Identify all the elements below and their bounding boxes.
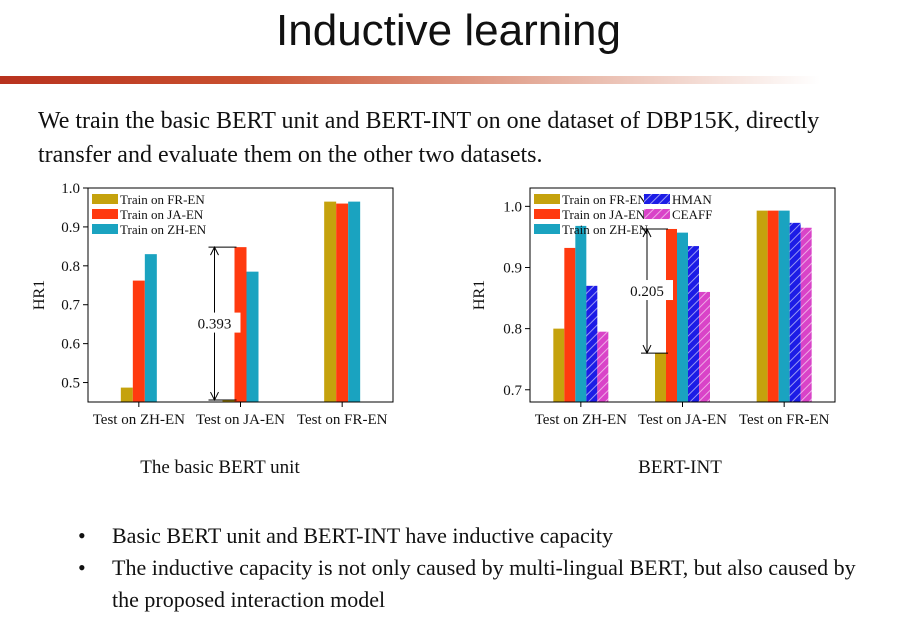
legend-label: HMAN [672,192,712,207]
y-tick-label: 0.9 [503,260,522,276]
bar [144,254,157,402]
chart-basic-bert: 0.5 0.6 0.7 0.8 0.9 1.0 Test on ZH-EN Test on J… [31,181,394,428]
legend-label: CEAFF [672,207,712,222]
title-rule [0,76,820,84]
bar [575,225,587,402]
annotation-arrow [210,246,219,256]
y-tick-label: 1.0 [503,199,522,215]
legend-swatch [644,209,670,219]
y-tick-label: 0.9 [61,220,80,236]
bullet-dot: • [78,523,86,548]
caption-basic-bert: The basic BERT unit [140,457,300,478]
bar [222,400,235,402]
bullet-list: • Basic BERT unit and BERT-INT have indu… [78,520,868,616]
y-axis-label: HR1 [471,280,488,310]
caption-bert-int: BERT-INT [638,457,722,478]
bar [789,222,801,402]
legend-swatch [92,194,118,204]
bar [597,331,609,402]
bar [586,285,598,402]
y-tick-label: 0.8 [503,322,522,338]
bar [324,201,337,402]
bar [553,328,565,402]
legend-label: Train on JA-EN [120,207,204,222]
bar [666,228,677,402]
x-tick-label: Test on JA-EN [196,412,285,428]
bullet-item: • The inductive capacity is not only cau… [78,552,868,616]
y-tick-label: 0.6 [61,337,80,353]
legend-label: Train on ZH-EN [562,222,649,237]
x-tick-label: Test on ZH-EN [535,412,627,428]
bullet-item: • Basic BERT unit and BERT-INT have indu… [78,520,868,552]
bar [655,353,666,402]
x-tick-label: Test on JA-EN [638,412,727,428]
bar [120,387,133,402]
annotation-arrow [210,391,219,402]
y-tick-label: 0.5 [61,376,80,392]
intro-text: We train the basic BERT unit and BERT-IN… [38,108,820,168]
x-tick-label: Test on FR-EN [297,412,388,428]
y-axis-label: HR1 [31,280,48,310]
legend-label: Train on FR-EN [562,192,647,207]
chart-bert-int: 0.7 0.8 0.9 1.0 Test on ZH-EN Test on JA-EN Te… [471,187,836,428]
legend-label: Train on FR-EN [120,192,205,207]
bar [348,201,361,402]
x-tick-label: Test on ZH-EN [93,412,185,428]
legend-swatch [644,194,670,204]
bar [800,227,812,402]
bullet-text: Basic BERT unit and BERT-INT have induct… [112,523,614,548]
annotation-label: 0.393 [198,317,232,333]
legend-swatch [534,194,560,204]
annotation-label: 0.205 [630,284,664,300]
annotation-label-bg [621,280,673,301]
legend-swatch [92,209,118,219]
bar [767,210,779,402]
bar [246,271,259,402]
bar [778,210,790,402]
y-tick-label: 0.7 [61,298,80,314]
bar [336,203,349,402]
annotation-label-bg [188,312,241,333]
bar [564,247,576,402]
legend-swatch [534,224,560,234]
legend-label: Train on ZH-EN [120,222,207,237]
bullet-dot: • [78,555,86,580]
legend-swatch [534,209,560,219]
bar [688,246,699,402]
annotation-arrow [642,344,652,355]
y-tick-label: 1.0 [61,181,80,197]
bar [677,232,688,402]
annotation-arrow [642,227,652,238]
slide-title: Inductive learning [276,6,621,55]
y-tick-label: 0.7 [503,383,522,399]
bar [132,280,145,402]
bar [756,210,768,402]
y-tick-label: 0.8 [61,259,80,275]
bullet-text: The inductive capacity is not only cause… [112,555,856,612]
legend-swatch [92,224,118,234]
bar [699,291,710,402]
x-tick-label: Test on FR-EN [739,412,830,428]
legend-label: Train on JA-EN [562,207,646,222]
